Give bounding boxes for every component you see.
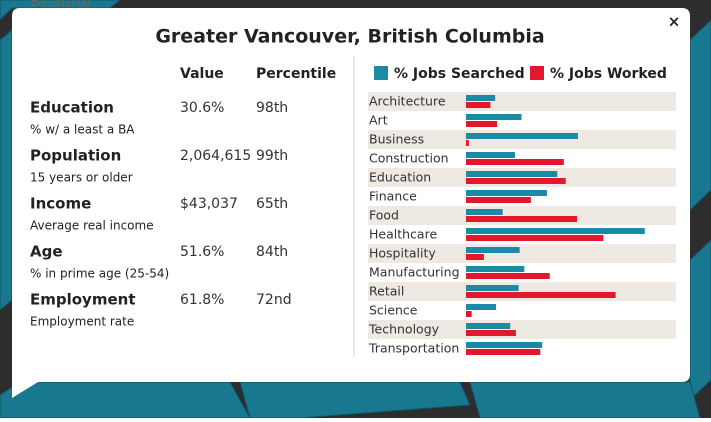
row-shading [368,244,676,263]
category-label: Technology [368,322,440,337]
bar [466,330,516,336]
row-percentile: 98th [256,100,288,116]
row-shading [368,206,676,225]
category-label: Transportation [368,341,459,356]
row-sublabel: 15 years or older [30,171,133,185]
bar [466,171,558,177]
row-percentile: 65th [256,196,288,212]
bar [466,323,511,329]
bar [466,216,578,222]
bar [466,102,491,108]
map-label: Beaufor [30,0,93,11]
row-sublabel: Average real income [30,219,154,233]
legend-label: % Jobs Worked [550,66,667,82]
bar [466,133,578,139]
bar [466,209,503,215]
bar [466,228,645,234]
bar [466,285,519,291]
bar [466,235,604,241]
row-value: 30.6% [180,100,224,116]
row-sublabel: Employment rate [30,315,134,329]
row-shading [368,92,676,111]
bar [466,273,550,279]
row-shading [368,282,676,301]
row-value: $43,037 [180,196,238,212]
category-label: Science [369,303,418,318]
row-percentile: 99th [256,148,288,164]
row-shading [368,168,676,187]
legend-swatch [530,66,544,80]
bar [466,114,522,120]
row-label: Employment [30,291,136,309]
row-label: Population [30,147,121,165]
bar [466,247,520,253]
bar [466,349,541,355]
bar [466,292,616,298]
row-value: 2,064,615 [180,148,251,164]
row-label: Age [30,243,63,261]
category-label: Hospitality [369,246,436,261]
category-label: Architecture [369,94,446,109]
row-sublabel: % w/ a least a BA [30,123,135,137]
category-label: Art [369,113,388,128]
bar [466,178,566,184]
stats-table: Value Percentile Education % w/ a least a B… [30,66,336,329]
category-label: Business [369,132,424,147]
category-label: Education [369,170,431,185]
bar [466,254,484,260]
bar [466,159,564,165]
bar [466,140,469,146]
category-label: Food [369,208,399,223]
category-label: Construction [369,151,449,166]
bar [466,304,497,310]
bar [466,190,547,196]
bar [466,95,496,101]
column-header: Value [180,66,224,82]
row-percentile: 72nd [256,292,292,308]
row-label: Education [30,99,114,117]
category-label: Retail [369,284,404,299]
legend-swatch [374,66,388,80]
row-value: 61.8% [180,292,224,308]
row-label: Income [30,195,91,213]
column-header: Percentile [256,66,336,82]
row-value: 51.6% [180,244,224,260]
row-shading [368,130,676,149]
close-button[interactable]: × [668,13,681,31]
category-label: Finance [369,189,417,204]
row-sublabel: % in prime age (25-54) [30,267,169,281]
legend-label: % Jobs Searched [394,66,525,82]
bar-chart: % Jobs Searched % Jobs Worked Architecture… [368,66,676,356]
category-label: Healthcare [369,227,437,242]
row-shading [368,320,676,339]
row-percentile: 84th [256,244,288,260]
popup-title: Greater Vancouver, British Columbia [155,26,544,48]
bar [466,311,472,317]
bar [466,121,498,127]
bar [466,152,515,158]
bar [466,342,543,348]
bar [466,266,525,272]
bar [466,197,531,203]
category-label: Manufacturing [369,265,460,280]
